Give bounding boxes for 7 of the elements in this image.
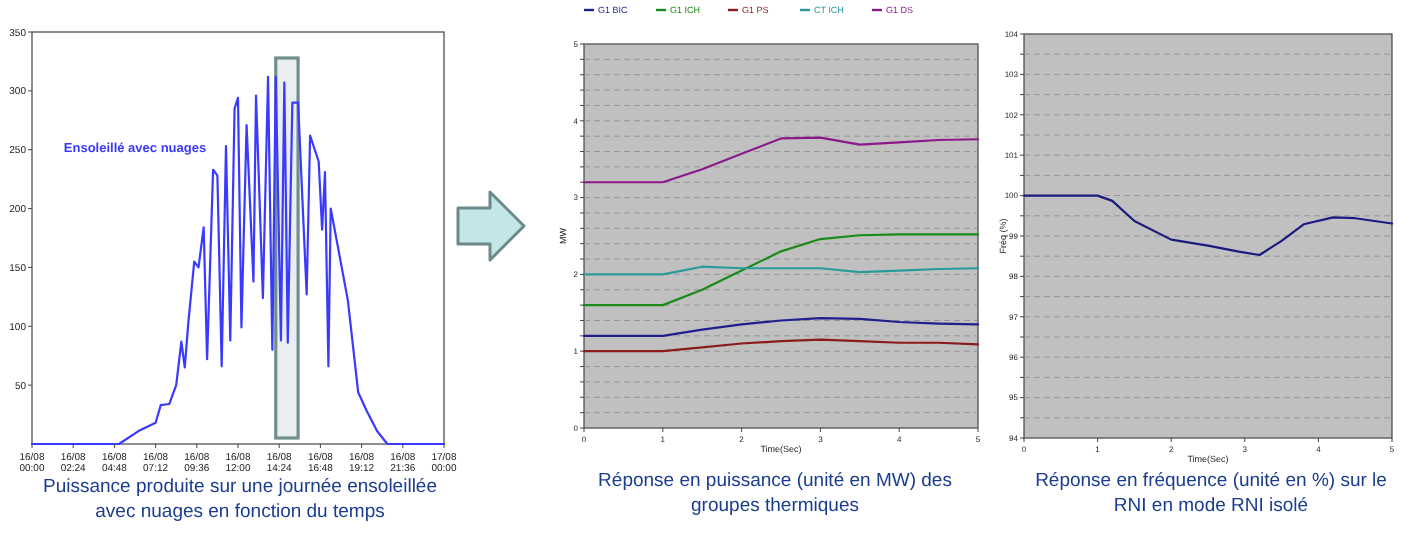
line-series <box>582 317 980 337</box>
line-series <box>1022 194 1394 257</box>
line-series <box>582 136 980 184</box>
text: Puissance produite sur une journée ensoleillée avec nuages en fonction du temps <box>43 476 437 523</box>
line-series <box>582 233 980 307</box>
text: Réponse en puissance (unité en MW) des groupes thermiques <box>598 470 953 517</box>
text: Réponse en fréquence (unité en %) sur le RNI en mode RNI isolé <box>1035 470 1387 517</box>
